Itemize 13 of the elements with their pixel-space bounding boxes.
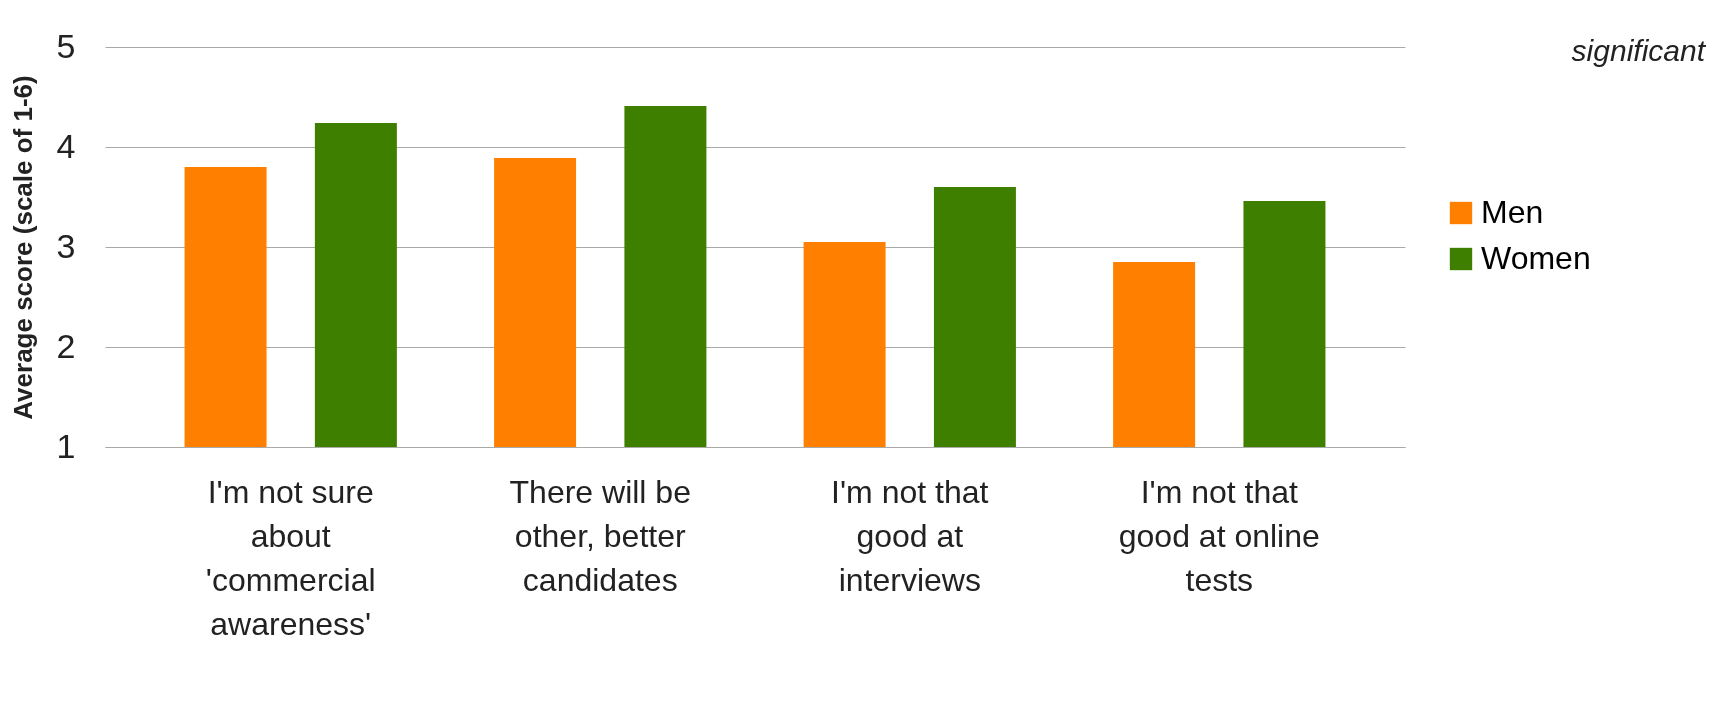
y-tick-label: 3 <box>56 226 76 265</box>
x-tick-label: I'm not that good at interviews <box>831 473 989 598</box>
y-tick-label: 5 <box>56 26 76 65</box>
x-tick-label: There will be other, better candidates <box>509 473 691 598</box>
y-axis-title: Average score (scale of 1-6) <box>7 75 38 420</box>
legend-label: Women <box>1481 240 1591 276</box>
legend-label: Men <box>1481 194 1544 230</box>
text: significant <box>1571 34 1707 67</box>
x-tick-label: I'm not sure about 'commercial awareness' <box>205 473 376 642</box>
y-tick-label: 4 <box>56 126 76 165</box>
y-tick-label: 1 <box>56 426 76 465</box>
y-tick-label: 2 <box>56 326 76 365</box>
x-tick-label: I'm not that good at online tests <box>1118 473 1320 598</box>
